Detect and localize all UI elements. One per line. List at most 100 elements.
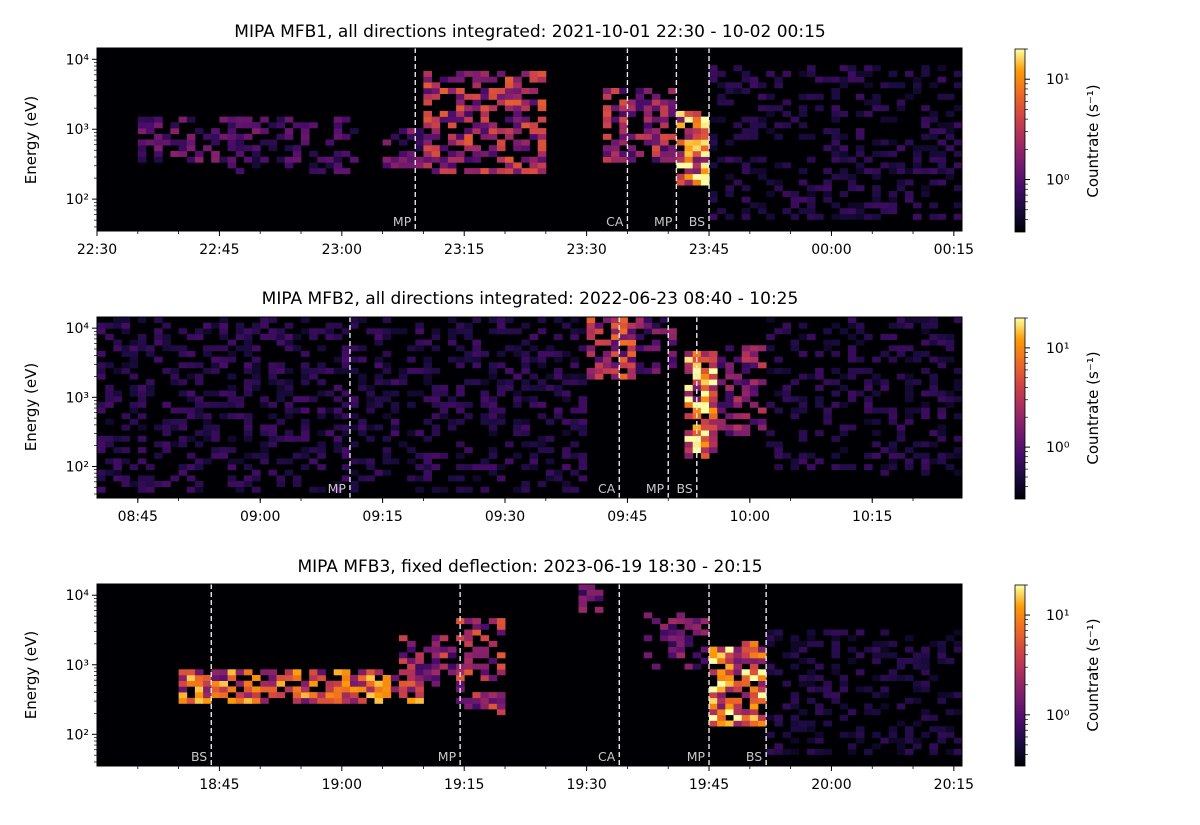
heatmap-cell — [178, 435, 188, 442]
heatmap-cell — [855, 213, 865, 220]
heatmap-cell — [129, 407, 139, 414]
heatmap-cell — [602, 93, 612, 100]
heatmap-cell — [464, 663, 473, 670]
heatmap-cell — [252, 362, 261, 369]
heatmap-cell — [154, 328, 163, 335]
heatmap-cell — [782, 191, 792, 197]
heatmap-cell — [350, 367, 359, 374]
heatmap-cell — [129, 345, 139, 352]
heatmap-cell — [921, 322, 930, 329]
heatmap-cell — [570, 407, 579, 414]
heatmap-cell — [268, 413, 277, 420]
heatmap-cell — [154, 145, 163, 152]
heatmap-cell — [798, 435, 808, 442]
heatmap-cell — [252, 686, 261, 693]
heatmap-cell — [904, 384, 914, 391]
heatmap-cell — [888, 447, 898, 454]
heatmap-cell — [749, 720, 759, 727]
heatmap-cell — [276, 116, 286, 123]
heatmap-cell — [570, 452, 579, 459]
heatmap-cell — [488, 430, 498, 437]
panel-2-axes: 08:45 09:00 09:15 09:30 09:45 10:00 10:1510²10… — [66, 321, 914, 525]
heatmap-cell — [643, 328, 653, 335]
heatmap-cell — [709, 390, 718, 397]
heatmap-cell — [709, 133, 718, 140]
panel-2-heatmap-cells — [97, 317, 963, 493]
heatmap-cell — [137, 396, 147, 403]
heatmap-cell — [709, 430, 718, 437]
heatmap-cell — [333, 435, 343, 442]
heatmap-cell — [464, 128, 473, 135]
heatmap-cell — [937, 731, 947, 738]
heatmap-cell — [447, 150, 457, 157]
heatmap-cell — [203, 145, 212, 152]
heatmap-cell — [725, 373, 734, 380]
heatmap-cell — [798, 196, 808, 203]
heatmap-cell — [668, 356, 677, 363]
heatmap-cell — [921, 714, 930, 721]
heatmap-cell — [668, 110, 677, 117]
heatmap-cell — [154, 116, 163, 123]
heatmap-cell — [309, 447, 318, 454]
heatmap-cell — [505, 128, 514, 135]
heatmap-cell — [741, 196, 751, 203]
heatmap-cell — [137, 458, 147, 465]
heatmap-cell — [268, 686, 277, 693]
heatmap-cell — [823, 328, 832, 335]
heatmap-cell — [292, 334, 302, 340]
heatmap-cell — [170, 424, 179, 431]
heatmap-cell — [741, 345, 751, 352]
heatmap-cell — [317, 328, 326, 335]
heatmap-cell — [529, 464, 539, 471]
heatmap-cell — [929, 334, 938, 340]
heatmap-cell — [129, 350, 139, 357]
heatmap-cell — [904, 168, 914, 175]
heatmap-cell — [913, 743, 922, 750]
heatmap-cell — [774, 407, 783, 414]
heatmap-cell — [325, 692, 335, 699]
heatmap-cell — [700, 162, 710, 169]
heatmap-cell — [627, 322, 636, 329]
heatmap-cell — [390, 401, 400, 408]
heatmap-cell — [758, 82, 767, 89]
heatmap-cell — [611, 150, 620, 157]
heatmap-cell — [154, 317, 163, 323]
heatmap-cell — [766, 334, 775, 340]
heatmap-cell — [578, 606, 588, 613]
heatmap-cell — [709, 373, 718, 380]
heatmap-cell — [513, 418, 522, 425]
heatmap-cell — [390, 162, 400, 169]
heatmap-cell — [684, 430, 694, 437]
heatmap-cell — [260, 669, 269, 676]
heatmap-cell — [472, 692, 481, 699]
heatmap-cell — [921, 168, 930, 175]
heatmap-cell — [602, 350, 612, 357]
heatmap-cell — [758, 680, 767, 687]
heatmap-cell — [847, 322, 857, 329]
heatmap-cell — [415, 669, 424, 676]
heatmap-cell — [260, 458, 269, 465]
heatmap-cell — [333, 133, 343, 140]
heatmap-cell — [749, 390, 759, 397]
heatmap-cell — [766, 367, 775, 374]
heatmap-cell — [137, 339, 147, 346]
heatmap-cell — [243, 686, 253, 693]
heatmap-cell — [447, 110, 457, 117]
heatmap-cell — [537, 128, 547, 135]
heatmap-cell — [945, 133, 955, 140]
heatmap-cell — [717, 709, 726, 716]
heatmap-cell — [668, 629, 677, 636]
heatmap-cell — [611, 334, 620, 340]
heatmap-cell — [488, 362, 498, 369]
heatmap-cell — [913, 350, 922, 357]
heatmap-cell — [790, 396, 800, 403]
heatmap-cell — [913, 202, 922, 209]
heatmap-cell — [480, 646, 490, 653]
heatmap-cell — [456, 635, 465, 642]
heatmap-cell — [227, 384, 237, 391]
heatmap-cell — [317, 464, 326, 471]
heatmap-cell — [105, 396, 114, 403]
heatmap-cell — [292, 697, 302, 704]
